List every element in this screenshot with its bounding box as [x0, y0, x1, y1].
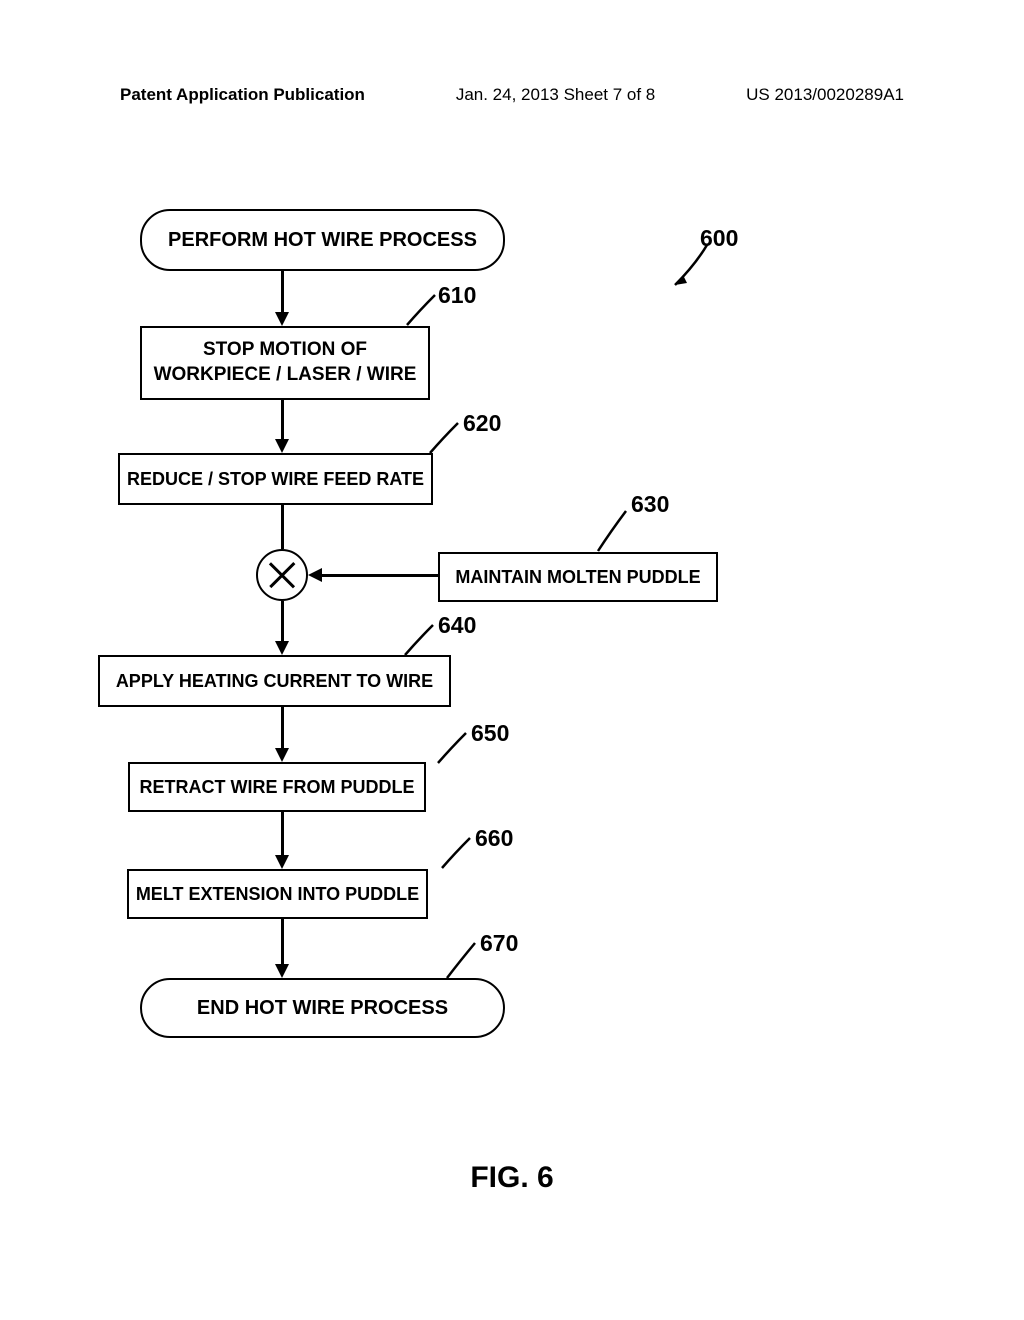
ref-640-curve [403, 620, 443, 665]
arrow-line [281, 919, 284, 965]
process-650: RETRACT WIRE FROM PUDDLE [128, 762, 426, 812]
page-header: Patent Application Publication Jan. 24, … [0, 85, 1024, 105]
ref-620: 620 [463, 410, 501, 437]
arrow-head-icon [275, 439, 289, 453]
end-label: END HOT WIRE PROCESS [197, 997, 448, 1020]
ref-620-curve [428, 418, 468, 463]
junction-node [256, 549, 308, 601]
process-610: STOP MOTION OFWORKPIECE / LASER / WIRE [140, 326, 430, 400]
arrow-line [281, 505, 284, 549]
process-620: REDUCE / STOP WIRE FEED RATE [118, 453, 433, 505]
ref-610-curve [405, 290, 445, 335]
process-640-label: APPLY HEATING CURRENT TO WIRE [116, 671, 433, 692]
header-left: Patent Application Publication [120, 85, 365, 105]
process-660: MELT EXTENSION INTO PUDDLE [127, 869, 428, 919]
process-610-label: STOP MOTION OFWORKPIECE / LASER / WIRE [154, 338, 417, 387]
arrow-line [281, 707, 284, 749]
start-label: PERFORM HOT WIRE PROCESS [168, 229, 477, 252]
ref-650: 650 [471, 720, 509, 747]
ref-630: 630 [631, 491, 669, 518]
process-630-label: MAINTAIN MOLTEN PUDDLE [455, 567, 700, 588]
arrow-line [281, 271, 284, 313]
arrow-line [281, 812, 284, 856]
arrow-head-icon [308, 568, 322, 582]
flowchart-diagram: PERFORM HOT WIRE PROCESS STOP MOTION OFW… [0, 200, 1024, 1200]
arrow-head-icon [275, 855, 289, 869]
arrow-head-icon [275, 964, 289, 978]
arrow-line [322, 574, 438, 577]
ref-670-curve [445, 938, 485, 988]
arrow-line [281, 601, 284, 642]
arrow-head-icon [275, 748, 289, 762]
process-650-label: RETRACT WIRE FROM PUDDLE [140, 777, 415, 798]
ref-630-curve [596, 506, 636, 556]
ref-660: 660 [475, 825, 513, 852]
junction-x-icon [258, 551, 306, 599]
ref-640: 640 [438, 612, 476, 639]
process-640: APPLY HEATING CURRENT TO WIRE [98, 655, 451, 707]
header-right: US 2013/0020289A1 [746, 85, 904, 105]
ref-660-curve [440, 833, 480, 878]
arrow-head-icon [275, 312, 289, 326]
process-620-label: REDUCE / STOP WIRE FEED RATE [127, 469, 424, 490]
ref-650-curve [436, 728, 476, 773]
arrow-head-icon [275, 641, 289, 655]
process-660-label: MELT EXTENSION INTO PUDDLE [136, 884, 419, 905]
figure-label: FIG. 6 [470, 1161, 553, 1195]
ref-600-pointer [665, 240, 725, 300]
process-630: MAINTAIN MOLTEN PUDDLE [438, 552, 718, 602]
ref-670: 670 [480, 930, 518, 957]
arrow-line [281, 400, 284, 440]
terminator-start: PERFORM HOT WIRE PROCESS [140, 209, 505, 271]
header-center: Jan. 24, 2013 Sheet 7 of 8 [456, 85, 655, 105]
